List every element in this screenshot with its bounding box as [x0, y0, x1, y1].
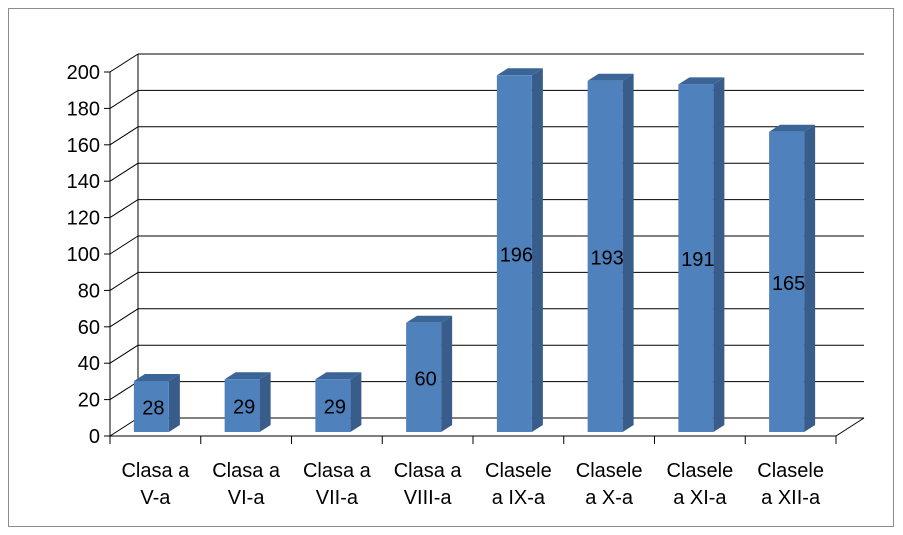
gridline-side: [109, 417, 139, 437]
x-tick-label: V-a: [140, 487, 171, 509]
y-tick-label: 0: [89, 426, 100, 448]
bar-side: [531, 68, 543, 432]
x-tick-label: a XII-a: [761, 487, 821, 509]
bar-top: [224, 372, 271, 380]
y-tick-label: 200: [67, 62, 100, 84]
data-label: 60: [415, 368, 437, 390]
data-label: 165: [772, 273, 805, 295]
data-label: 193: [590, 247, 623, 269]
y-tick-label: 100: [67, 244, 100, 266]
bar-side: [350, 372, 362, 432]
bar: [315, 379, 351, 432]
bar-side: [441, 315, 453, 432]
bar-top: [678, 77, 725, 85]
gridline-side: [109, 381, 139, 401]
x-tick-label: Clasa a: [121, 460, 190, 482]
y-tick-label: 20: [78, 390, 100, 412]
bar-side: [168, 374, 180, 432]
bar: [133, 381, 169, 432]
x-tick-label: Clasa a: [212, 460, 281, 482]
gridline-side: [109, 89, 139, 109]
bar: [496, 75, 532, 432]
bar: [769, 131, 805, 432]
data-label: 191: [681, 249, 714, 271]
bar-side: [259, 372, 271, 432]
x-tick-label: VIII-a: [404, 487, 453, 509]
y-tick-label: 80: [78, 280, 100, 302]
bar-top: [769, 124, 816, 132]
bar-side: [622, 73, 634, 433]
gridline-side: [109, 344, 139, 364]
bar-top: [133, 374, 180, 382]
x-tick-label: Clasele: [576, 460, 643, 482]
x-tick-label: a IX-a: [492, 487, 546, 509]
bar-top: [496, 68, 543, 76]
gridline-side: [109, 271, 139, 291]
x-tick-label: Clasa a: [394, 460, 463, 482]
gridline-side: [109, 53, 139, 73]
data-label: 29: [324, 397, 346, 419]
data-label: 28: [142, 398, 164, 420]
gridline-side: [109, 199, 139, 219]
x-tick-label: a X-a: [585, 487, 634, 509]
y-tick-label: 40: [78, 353, 100, 375]
bar: [406, 322, 442, 432]
bar: [678, 84, 714, 432]
y-tick-label: 160: [67, 135, 100, 157]
y-tick-label: 60: [78, 317, 100, 339]
y-tick-label: 140: [67, 171, 100, 193]
gridline-side: [109, 235, 139, 255]
x-tick-label: Clasele: [757, 460, 824, 482]
x-tick-label: Clasele: [485, 460, 552, 482]
x-tick-label: a XI-a: [673, 487, 727, 509]
data-label: 196: [500, 245, 533, 267]
bar-top: [587, 73, 634, 81]
floor-right-edge: [835, 417, 865, 437]
bar: [224, 379, 260, 432]
data-label: 29: [233, 397, 255, 419]
chart-frame: [8, 8, 894, 527]
gridline-side: [109, 126, 139, 146]
x-tick-label: Clasa a: [303, 460, 372, 482]
x-tick-label: VI-a: [228, 487, 266, 509]
y-tick-label: 180: [67, 98, 100, 120]
bar: [587, 80, 623, 433]
x-tick-label: Clasele: [667, 460, 734, 482]
bar-top: [315, 372, 362, 380]
bar-top: [406, 315, 453, 323]
bar-side: [804, 124, 816, 432]
bar-side: [713, 77, 725, 432]
y-tick-label: 120: [67, 208, 100, 230]
x-tick-label: VII-a: [316, 487, 359, 509]
gridline-side: [109, 162, 139, 182]
gridline-side: [109, 308, 139, 328]
